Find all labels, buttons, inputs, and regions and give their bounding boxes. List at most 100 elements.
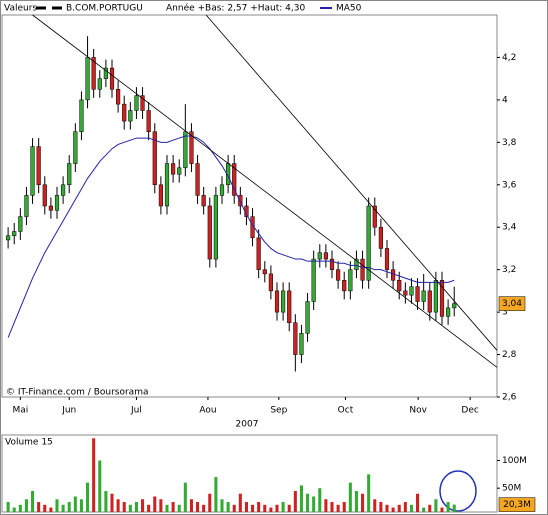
y-tick-label: 4,2 (502, 53, 516, 63)
ma-line (7, 135, 455, 338)
last-price-label: 3,04 (502, 299, 522, 309)
y-tick-label: 3,6 (502, 180, 517, 190)
volume-bar (348, 482, 352, 512)
volume-bar (281, 502, 285, 512)
candle-body (360, 258, 365, 281)
candle-body (158, 184, 163, 207)
candle-body (12, 231, 17, 236)
legend-title: Valeurs (4, 4, 37, 14)
volume-bar (367, 474, 371, 512)
volume-bar (324, 499, 328, 512)
candle-body (317, 252, 322, 260)
candle-body (128, 110, 133, 122)
volume-bar (196, 502, 200, 512)
candle-body (6, 235, 11, 241)
candle-body (116, 89, 121, 105)
y-tick-label: 3,4 (502, 223, 517, 233)
volume-bar (306, 493, 310, 512)
trend-line (32, 14, 498, 368)
candle-body (446, 307, 451, 317)
candle-body (323, 252, 328, 260)
candle-body (452, 303, 457, 309)
candle-body (262, 269, 267, 275)
candle-body (54, 195, 60, 211)
volume-bar (122, 502, 126, 512)
volume-bar (67, 502, 71, 512)
volume-bar (214, 477, 218, 512)
y-tick-label: 3,8 (502, 138, 517, 148)
volume-bar (244, 502, 248, 512)
volume-bar (37, 502, 41, 512)
highlight-circle (439, 470, 477, 512)
candle-body (67, 163, 72, 186)
candle-body (103, 67, 108, 79)
volume-bar (232, 504, 236, 512)
volume-bar (73, 496, 77, 512)
y-tick-label: 2,8 (502, 350, 517, 360)
volume-bar (452, 504, 456, 512)
candle-body (183, 131, 188, 169)
volume-bar (318, 488, 322, 512)
candle-body (79, 99, 84, 132)
volume-bar (299, 485, 303, 512)
plot-area (1, 434, 498, 513)
volume-bar (159, 499, 163, 512)
x-tick-label: Jul (130, 406, 142, 416)
candle-body (336, 269, 341, 281)
candle-body (439, 280, 445, 317)
candle-body (299, 333, 304, 355)
legend-label: MA50 (336, 4, 362, 14)
candle-body (152, 131, 157, 186)
volume-bar (422, 507, 426, 512)
volume-bar (116, 499, 120, 512)
volume-bar (6, 502, 10, 512)
candle-body (48, 205, 53, 211)
candle-body (433, 280, 438, 313)
candle-body (109, 67, 115, 90)
candle-body (140, 95, 145, 111)
volume-bar (416, 493, 420, 512)
volume-bar (293, 490, 297, 512)
volume-bar (238, 493, 242, 512)
volume-bar (403, 502, 407, 512)
volume-bar (409, 504, 413, 512)
x-tick-label: Mai (12, 406, 28, 416)
volume-bar (189, 499, 193, 512)
volume-bar (202, 504, 206, 512)
candle-body (348, 269, 353, 292)
volume-bar (79, 499, 83, 512)
x-tick-label: Sep (270, 406, 287, 416)
candle-body (391, 269, 396, 281)
volume-bar (361, 493, 365, 512)
volume-bar (275, 504, 279, 512)
volume-bar (98, 460, 102, 512)
candle-body (189, 131, 194, 164)
volume-bar (385, 504, 389, 512)
candle-body (384, 248, 390, 270)
candle-body (24, 195, 29, 217)
volume-bar (165, 504, 169, 512)
candle-body (409, 286, 414, 296)
volume-bar (110, 493, 114, 512)
y-tick-label: 3,2 (502, 265, 516, 275)
candle-body (61, 184, 66, 196)
candle-body (213, 195, 218, 260)
candle-body (85, 57, 90, 101)
volume-bar (336, 504, 340, 512)
volume-bar (55, 499, 59, 512)
x-tick-label: Aou (199, 406, 216, 416)
legend-label: B.COM.PORTUGU (66, 4, 143, 14)
trend-line (205, 14, 498, 351)
candle-body (207, 205, 212, 260)
volume-bar (269, 507, 273, 512)
volume-bar (446, 502, 450, 512)
candle-body (293, 322, 298, 355)
volume-bar (287, 504, 291, 512)
volume-bar (342, 502, 346, 512)
volume-bar (440, 507, 444, 512)
x-tick-label: Jun (61, 406, 76, 416)
volume-bar (428, 504, 432, 512)
x-tick-label: Oct (338, 406, 354, 416)
volume-bar (147, 504, 151, 512)
